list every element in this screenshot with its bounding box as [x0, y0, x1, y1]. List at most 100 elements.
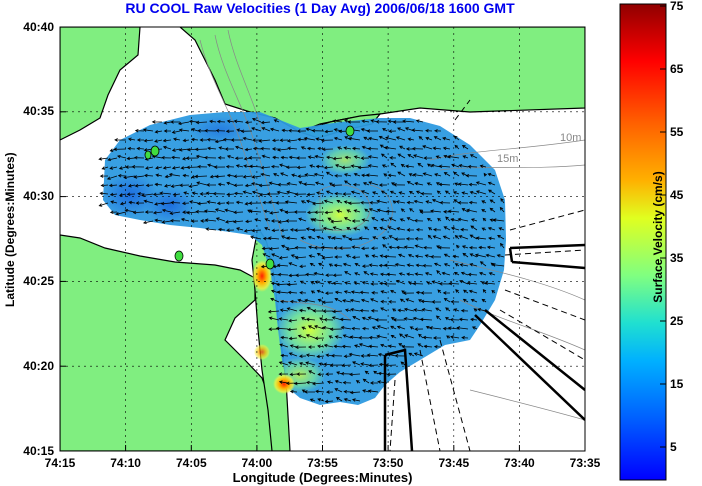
velocity-vector	[489, 207, 496, 213]
velocity-vector	[277, 182, 289, 187]
velocity-vector	[197, 201, 208, 206]
velocity-vector	[475, 181, 487, 186]
velocity-vector	[313, 172, 325, 177]
velocity-vector	[183, 191, 190, 195]
velocity-vector	[278, 380, 289, 384]
velocity-vector	[304, 173, 316, 177]
velocity-vector	[368, 363, 379, 368]
velocity-vector	[436, 190, 442, 195]
velocity-vector	[317, 344, 325, 349]
velocity-vector	[466, 208, 478, 213]
velocity-vector	[341, 165, 352, 170]
velocity-vector	[349, 298, 361, 303]
low-speed-patch	[145, 187, 195, 223]
velocity-vector	[298, 308, 307, 313]
velocity-vector	[415, 119, 424, 123]
velocity-vector	[398, 253, 406, 258]
velocity-vector	[295, 273, 307, 278]
velocity-vector	[341, 235, 352, 240]
velocity-vector	[463, 289, 469, 294]
velocity-vector	[306, 146, 316, 151]
velocity-vector	[469, 234, 478, 240]
velocity-vector	[232, 219, 244, 224]
velocity-vector	[132, 210, 145, 215]
velocity-vector	[325, 171, 334, 177]
velocity-vector	[270, 297, 280, 303]
velocity-vector	[408, 190, 415, 195]
velocity-vector	[321, 147, 334, 152]
velocity-vector	[353, 281, 361, 286]
velocity-vector	[322, 226, 334, 231]
velocity-vector	[294, 245, 307, 250]
colorbar-tick-label: 15	[670, 377, 684, 391]
velocity-vector	[466, 281, 478, 286]
velocity-vector	[456, 326, 469, 330]
velocity-vector	[314, 154, 325, 159]
velocity-vector	[442, 326, 451, 331]
velocity-vector	[487, 181, 496, 186]
velocity-vector	[236, 227, 244, 231]
velocity-vector	[453, 271, 460, 276]
velocity-vector	[480, 281, 487, 285]
velocity-vector	[235, 145, 244, 150]
velocity-vector	[294, 228, 307, 233]
velocity-vector	[152, 192, 163, 197]
velocity-vector	[161, 220, 172, 224]
velocity-vector	[314, 280, 325, 285]
velocity-vector	[171, 148, 181, 152]
velocity-vector	[394, 263, 406, 267]
velocity-vector	[298, 217, 307, 222]
velocity-vector	[457, 217, 469, 222]
velocity-vector	[385, 209, 397, 214]
velocity-vector	[142, 220, 154, 225]
velocity-vector	[413, 308, 424, 312]
velocity-vector	[154, 218, 163, 223]
velocity-vector	[458, 235, 469, 240]
velocity-vector	[376, 325, 388, 330]
velocity-vector	[426, 281, 433, 285]
velocity-vector	[437, 289, 442, 294]
velocity-vector	[414, 181, 424, 186]
velocity-vector	[442, 136, 451, 141]
velocity-vector	[299, 264, 307, 269]
velocity-vector	[414, 254, 424, 259]
velocity-vector	[453, 135, 460, 141]
velocity-vector	[430, 163, 442, 168]
velocity-vector	[312, 201, 325, 206]
velocity-vector	[433, 136, 442, 141]
velocity-vector	[162, 138, 172, 143]
velocity-vector	[98, 202, 109, 207]
velocity-vector	[307, 325, 316, 330]
velocity-vector	[218, 146, 226, 150]
velocity-vector	[450, 218, 460, 222]
velocity-vector	[387, 173, 397, 178]
velocity-vector	[271, 147, 280, 151]
velocity-vector	[327, 236, 334, 240]
velocity-vector	[360, 156, 370, 160]
velocity-vector	[152, 210, 163, 215]
velocity-vector	[170, 120, 180, 124]
velocity-vector	[240, 129, 253, 134]
velocity-vector	[343, 180, 352, 186]
velocity-vector	[226, 181, 235, 186]
velocity-vector	[348, 136, 361, 141]
velocity-vector	[206, 183, 217, 187]
velocity-vector	[366, 129, 378, 133]
velocity-vector	[215, 217, 226, 222]
velocity-vector	[342, 192, 352, 196]
velocity-vector	[128, 200, 136, 205]
velocity-vector	[406, 272, 415, 277]
velocity-vector	[423, 156, 433, 160]
velocity-vector	[335, 397, 343, 402]
velocity-vector	[251, 182, 262, 186]
west-shore-station-2	[265, 258, 275, 270]
velocity-vector	[383, 282, 397, 286]
velocity-vector	[188, 119, 199, 124]
velocity-vector	[481, 209, 487, 213]
velocity-vector	[99, 191, 109, 196]
velocity-vector	[459, 280, 469, 285]
velocity-vector	[172, 137, 181, 142]
velocity-vector	[397, 171, 406, 177]
x-tick-label: 73:55	[307, 456, 338, 470]
velocity-vector	[400, 163, 406, 168]
